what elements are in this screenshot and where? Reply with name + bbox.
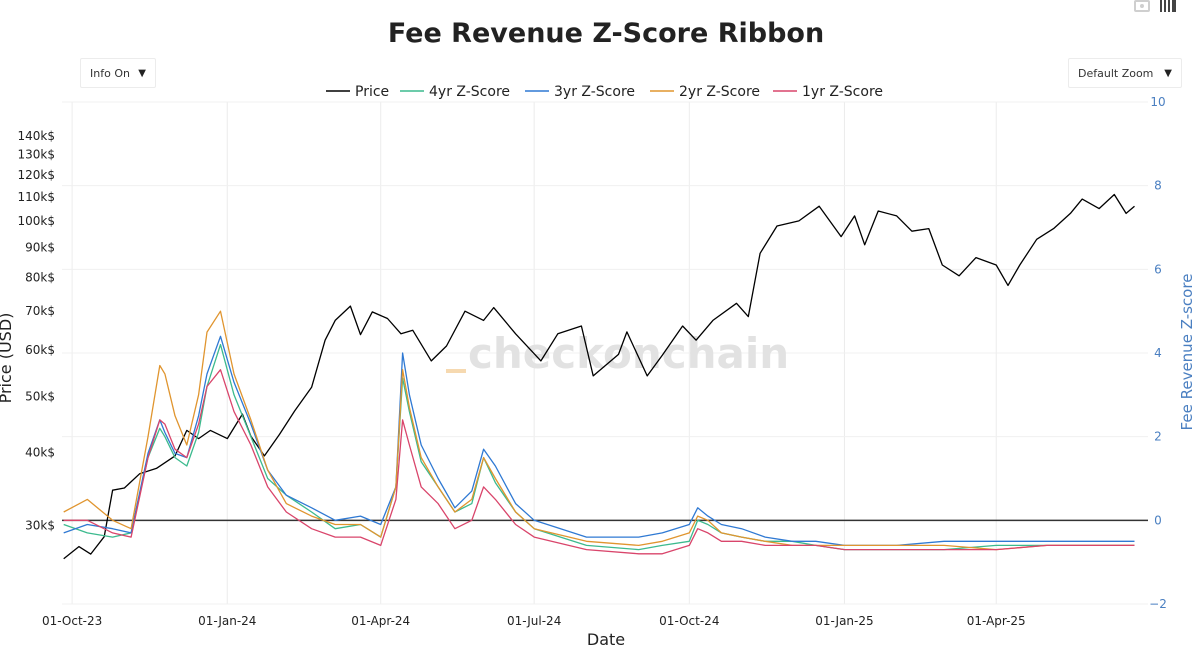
legend-item-label: 4yr Z-Score	[429, 84, 510, 100]
y-tick-label: 100k$	[18, 214, 56, 228]
x-tick-label: 01-Apr-25	[967, 614, 1026, 628]
info-toggle-dropdown[interactable]: Info On ▼	[80, 58, 156, 88]
y2-tick-label: 0	[1154, 513, 1162, 527]
x-tick-label: 01-Jan-24	[198, 614, 256, 628]
y-tick-label: 70k$	[25, 304, 55, 318]
x-axis-label: Date	[587, 630, 625, 649]
info-dropdown-label: Info On	[90, 66, 130, 80]
series-line-0	[63, 193, 1135, 560]
legend-item-label: 2yr Z-Score	[679, 84, 760, 100]
legend-item-label: 1yr Z-Score	[802, 84, 883, 100]
chart-title: Fee Revenue Z-Score Ribbon	[387, 18, 825, 49]
y-tick-label: 130k$	[18, 148, 56, 162]
y2-tick-label: 8	[1154, 179, 1162, 193]
y2-tick-label: 4	[1154, 346, 1162, 360]
legend[interactable]: Price 4yr Z-Score 3yr Z-Score 2yr Z-Score 1y…	[326, 84, 883, 100]
y-tick-label: 110k$	[18, 190, 56, 204]
zoom-dropdown-label: Default Zoom	[1078, 66, 1154, 80]
legend-item-label: Price	[355, 84, 389, 100]
y-tick-label: 50k$	[25, 389, 55, 403]
x-tick-label: 01-Jul-24	[507, 614, 561, 628]
y-tick-label: 60k$	[25, 343, 55, 357]
modebar	[1134, 0, 1176, 12]
y2-tick-label: −2	[1149, 597, 1167, 611]
x-tick-label: 01-Oct-24	[659, 614, 719, 628]
chevron-down-icon: ▼	[1164, 67, 1172, 79]
y2-tick-label: 10	[1150, 95, 1165, 109]
legend-item-label: 3yr Z-Score	[554, 84, 635, 100]
zoom-dropdown[interactable]: Default Zoom ▼	[1068, 58, 1182, 88]
y-tick-label: 30k$	[25, 519, 55, 533]
y-tick-label: 40k$	[25, 446, 55, 460]
y-tick-label: 80k$	[25, 270, 55, 284]
y2-axis-ticks: −2 0 2 4 6 8 10	[1149, 95, 1167, 611]
x-tick-label: 01-Jan-25	[815, 614, 873, 628]
y-axis-ticks: 30k$ 40k$ 50k$ 60k$ 70k$ 80k$ 90k$ 100k$ 110k$ 12…	[18, 129, 56, 533]
y2-tick-label: 2	[1154, 430, 1162, 444]
series-line-4	[63, 369, 1135, 555]
watermark: checkonchain	[468, 329, 789, 378]
x-tick-label: 01-Oct-23	[42, 614, 102, 628]
series-group	[63, 193, 1135, 560]
x-tick-label: 01-Apr-24	[351, 614, 410, 628]
plotly-logo-icon[interactable]	[1160, 0, 1176, 12]
camera-icon[interactable]	[1134, 0, 1150, 12]
watermark-accent	[446, 369, 466, 373]
y-tick-label: 140k$	[18, 129, 56, 143]
y2-axis-label: Fee Revenue Z-score	[1178, 274, 1196, 431]
x-axis-ticks: 01-Oct-23 01-Jan-24 01-Apr-24 01-Jul-24 01-O…	[42, 614, 1026, 628]
y-axis-label: Price (USD)	[0, 313, 15, 404]
chevron-down-icon: ▼	[138, 67, 146, 79]
y-tick-label: 120k$	[18, 168, 56, 182]
y2-tick-label: 6	[1154, 262, 1162, 276]
y-tick-label: 90k$	[25, 241, 55, 255]
